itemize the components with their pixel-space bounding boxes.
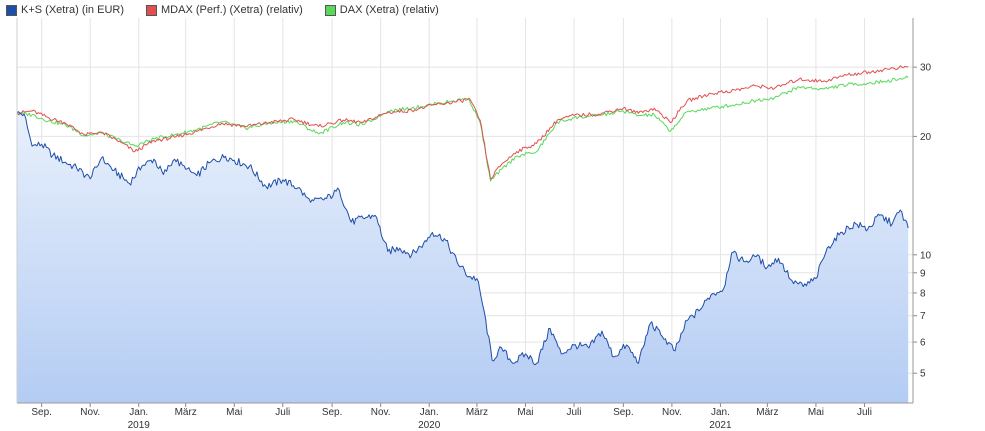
x-tick-label: Nov.	[662, 407, 682, 418]
x-tick-label: Jan.	[711, 407, 730, 418]
series-lines	[16, 65, 909, 366]
x-tick-label: Mai	[226, 407, 242, 418]
y-tick-label: 6	[920, 338, 926, 349]
legend-swatch-k-s	[6, 4, 17, 16]
x-tick-label: Jan.	[129, 407, 148, 418]
series-area-k-s	[17, 111, 909, 403]
y-tick-label: 5	[920, 369, 926, 380]
legend: K+S (Xetra) (in EUR) MDAX (Perf.) (Xetra…	[6, 3, 439, 17]
legend-item-mdax[interactable]: MDAX (Perf.) (Xetra) (relativ)	[146, 4, 303, 16]
x-year-label: 2019	[128, 420, 151, 431]
series-fills	[17, 111, 909, 403]
series-line-mdax	[16, 65, 909, 180]
legend-label-dax: DAX (Xetra) (relativ)	[339, 4, 439, 16]
y-tick-label: 8	[920, 288, 926, 299]
x-tick-label: Juli	[857, 407, 872, 418]
x-tick-label: März	[175, 407, 197, 418]
y-tick-label: 10	[920, 250, 932, 261]
x-tick-label: Sep.	[613, 407, 634, 418]
legend-label-mdax: MDAX (Perf.) (Xetra) (relativ)	[161, 4, 303, 16]
legend-item-k-s[interactable]: K+S (Xetra) (in EUR)	[6, 4, 124, 16]
x-tick-label: Jan.	[420, 407, 439, 418]
x-year-label: 2021	[709, 420, 732, 431]
axes	[16, 18, 917, 407]
legend-label-k-s: K+S (Xetra) (in EUR)	[21, 4, 124, 16]
x-tick-label: Juli	[567, 407, 582, 418]
y-tick-label: 7	[920, 311, 926, 322]
legend-swatch-mdax	[146, 4, 157, 16]
y-tick-label: 9	[920, 268, 926, 279]
x-tick-label: März	[466, 407, 488, 418]
legend-swatch-dax	[324, 4, 336, 16]
x-tick-label: Mai	[517, 407, 533, 418]
series-line-k-s	[16, 111, 909, 366]
x-tick-label: Sep.	[31, 407, 52, 418]
x-tick-label: Juli	[275, 407, 290, 418]
x-year-label: 2020	[418, 420, 441, 431]
x-tick-label: Sep.	[322, 407, 343, 418]
y-tick-label: 30	[920, 63, 932, 74]
legend-item-dax[interactable]: DAX (Xetra) (relativ)	[324, 4, 439, 16]
series-line-dax	[16, 75, 909, 182]
y-tick-label: 20	[920, 132, 932, 143]
x-tick-label: Nov.	[80, 407, 100, 418]
y-axis-labels: 5 6 7 8 9 10 20 30	[920, 63, 932, 380]
x-axis-labels: Sep. Nov. Jan. 2019 März Mai Juli Sep. Nov. Jan. 2…	[31, 407, 872, 431]
x-tick-label: Nov.	[371, 407, 391, 418]
x-tick-label: März	[756, 407, 778, 418]
x-tick-label: Mai	[808, 407, 824, 418]
